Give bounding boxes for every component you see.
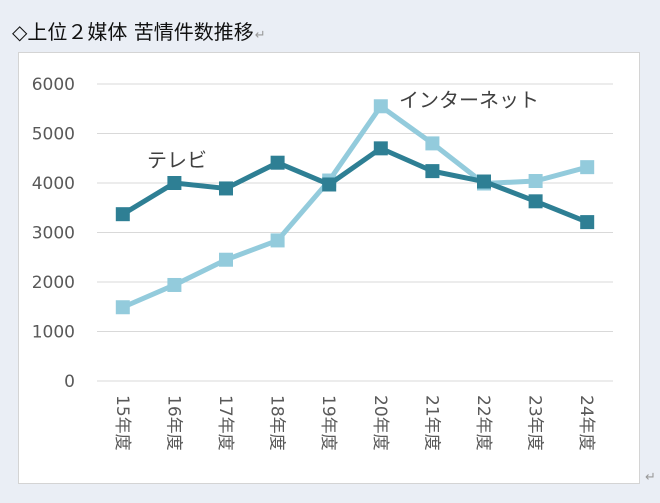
- series-lines: [115, 99, 595, 315]
- series-labels: テレビ インターネット: [147, 88, 539, 172]
- series-tv: [115, 141, 595, 230]
- data-point: [528, 174, 543, 189]
- x-tick-label: 20年度: [370, 395, 390, 451]
- data-point: [167, 176, 182, 190]
- data-point: [219, 181, 233, 196]
- data-point: [528, 194, 543, 209]
- x-tick-label: 17年度: [215, 395, 235, 451]
- y-tick-label: 4000: [32, 174, 75, 194]
- x-tick-label: 19年度: [318, 395, 338, 451]
- data-point: [425, 136, 440, 151]
- data-point: [477, 174, 491, 189]
- data-point: [115, 207, 130, 222]
- x-tick-label: 24年度: [576, 395, 596, 451]
- series-line: [121, 145, 589, 225]
- data-point: [425, 164, 440, 179]
- chart-frame: 0 1000 2000 3000 4000 5000 6000 15年度 16年度 17年度 18…: [18, 52, 640, 484]
- data-point: [270, 155, 285, 170]
- data-point: [270, 233, 285, 248]
- series-label-internet: インターネット: [399, 88, 539, 112]
- heading-text: ◇上位２媒体 苦情件数推移: [12, 20, 254, 44]
- x-tick-label: 18年度: [267, 395, 287, 451]
- data-point: [322, 177, 337, 192]
- data-point: [580, 215, 595, 230]
- data-point: [373, 99, 388, 114]
- y-axis-ticks: 0 1000 2000 3000 4000 5000 6000: [32, 75, 75, 392]
- y-tick-label: 5000: [32, 125, 75, 145]
- x-axis-ticks: 15年度 16年度 17年度 18年度 19年度 20年度 21年度 22年度 23年度 24年度: [112, 395, 596, 451]
- y-tick-label: 1000: [32, 323, 75, 343]
- series-label-tv: テレビ: [147, 148, 207, 172]
- x-tick-label: 15年度: [112, 395, 132, 451]
- paragraph-mark: ↵: [254, 28, 266, 43]
- paragraph-mark-end: ↵: [645, 470, 656, 485]
- x-tick-label: 21年度: [421, 395, 441, 451]
- y-tick-label: 2000: [32, 273, 75, 293]
- y-tick-label: 3000: [32, 224, 75, 244]
- data-point: [373, 141, 388, 156]
- y-tick-label: 0: [64, 372, 75, 392]
- x-tick-label: 22年度: [473, 395, 493, 451]
- document-heading: ◇上位２媒体 苦情件数推移↵: [12, 16, 266, 45]
- data-point: [115, 300, 130, 315]
- x-tick-label: 16年度: [163, 395, 183, 451]
- x-tick-label: 23年度: [525, 395, 545, 451]
- data-point: [580, 160, 595, 175]
- y-tick-label: 6000: [32, 75, 75, 95]
- series-line: [121, 103, 588, 310]
- data-point: [167, 277, 182, 292]
- data-point: [219, 252, 233, 267]
- gridlines: [97, 83, 613, 382]
- series-internet: [115, 99, 595, 315]
- line-chart: 0 1000 2000 3000 4000 5000 6000 15年度 16年度 17年度 18…: [32, 75, 613, 451]
